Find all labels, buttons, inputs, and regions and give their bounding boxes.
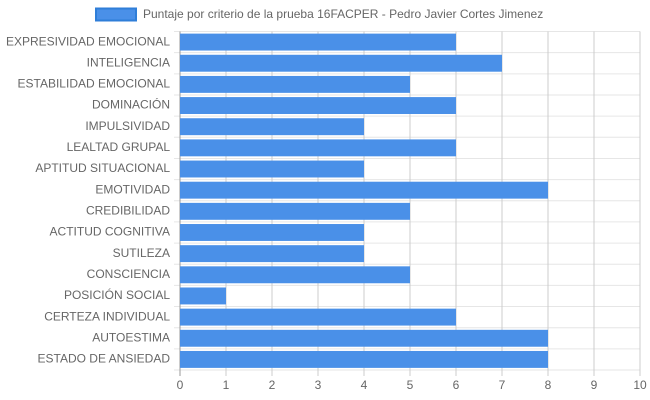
bar [180,266,410,284]
y-tick-label: POSICIÓN SOCIAL [64,287,170,302]
x-tick-label: 4 [361,378,368,392]
bar [180,245,364,263]
y-tick-label: SUTILEZA [113,246,170,260]
bar [180,160,364,178]
y-tick-label: CREDIBILIDAD [86,204,170,218]
y-tick-label: INTELIGENCIA [87,55,170,69]
legend-label: Puntaje por criterio de la prueba 16FACP… [143,7,543,21]
y-tick-label: AUTOESTIMA [92,330,170,344]
x-tick-label: 0 [177,378,184,392]
y-tick-label: EMOTIVIDAD [95,182,170,196]
y-tick-label: ESTADO DE ANSIEDAD [38,352,171,366]
y-tick-label: LEALTAD GRUPAL [67,140,171,154]
y-tick-label: IMPULSIVIDAD [85,119,170,133]
bar [180,139,456,157]
bar [180,308,456,326]
x-tick-label: 10 [633,378,647,392]
x-tick-label: 9 [591,378,598,392]
y-tick-label: DOMINACIÓN [92,97,170,112]
x-tick-label: 8 [545,378,552,392]
x-tick-label: 6 [453,378,460,392]
y-tick-label: CERTEZA INDIVIDUAL [44,309,170,323]
bar [180,75,410,93]
y-tick-label: EXPRESIVIDAD EMOCIONAL [6,34,170,48]
bar [180,287,226,305]
x-tick-label: 3 [315,378,322,392]
x-tick-label: 5 [407,378,414,392]
legend-swatch [95,7,137,22]
x-tick-label: 1 [223,378,230,392]
y-tick-label: APTITUD SITUACIONAL [35,161,170,175]
bar [180,329,548,347]
x-tick-label: 7 [499,378,506,392]
y-tick-label: ACTITUD COGNITIVA [50,225,170,239]
bar [180,224,364,241]
bar [180,54,502,72]
bar [180,118,364,136]
bar [180,350,548,368]
bar [180,97,456,115]
bar [180,202,410,220]
bar [180,181,548,199]
bar [180,33,456,51]
y-tick-label: CONSCIENCIA [87,267,170,281]
x-tick-label: 2 [269,378,276,392]
y-tick-label: ESTABILIDAD EMOCIONAL [18,77,171,91]
